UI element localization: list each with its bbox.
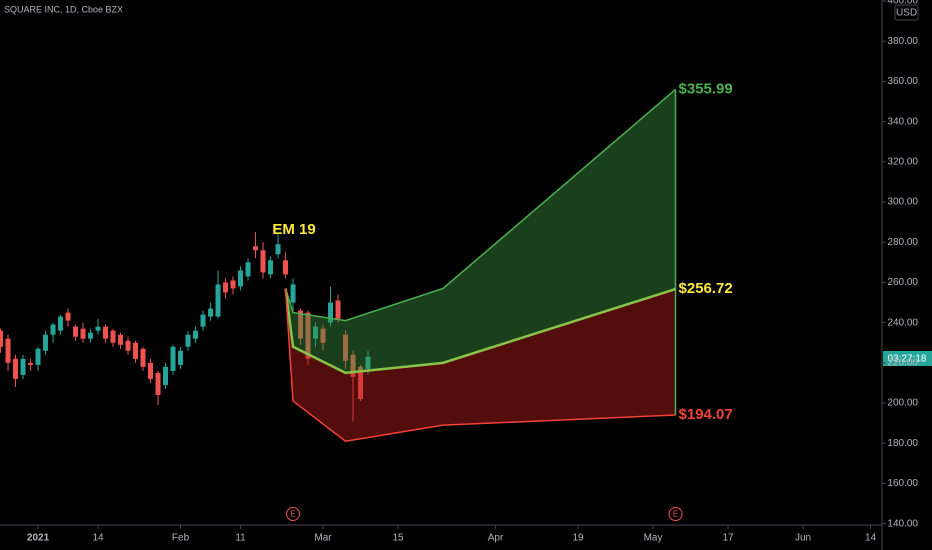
y-tick-label: 140.00 [887, 518, 918, 529]
candle-body [140, 348, 146, 367]
candle-body [208, 308, 214, 317]
x-tick-label: Mar [314, 533, 332, 544]
candle-body [238, 270, 244, 287]
lower-band-fill [285, 288, 676, 442]
candle-body [223, 282, 229, 293]
y-tick-label: 220.00 [887, 357, 918, 368]
candle-body [320, 328, 326, 343]
event-label: E [673, 510, 678, 519]
candle-body [215, 284, 221, 317]
event-marker [286, 507, 301, 521]
y-tick-label: 340.00 [887, 116, 918, 127]
candle-body [268, 260, 274, 275]
plot-area [0, 88, 677, 443]
candle-body [350, 354, 356, 377]
candle-body [230, 280, 236, 289]
currency: USD [896, 8, 917, 19]
candle-body [0, 330, 4, 347]
candle-body [260, 250, 266, 273]
projection-line [284, 88, 677, 322]
candle-body [170, 346, 176, 371]
candle-body [148, 362, 154, 379]
candle-body [178, 350, 184, 365]
x-tick-label: 17 [722, 533, 734, 544]
candle-body [305, 312, 311, 359]
candle-body [73, 326, 79, 337]
event-marker [668, 507, 683, 521]
x-tick-label: Feb [172, 533, 190, 544]
candle-body [253, 246, 259, 251]
chart-title: SQUARE INC, 1D, Cboe BZX [4, 4, 123, 14]
candle-body [185, 334, 191, 347]
candle-body [88, 332, 94, 339]
y-tick-label: 280.00 [887, 237, 918, 248]
projection-line [284, 287, 676, 375]
price-tag [883, 351, 932, 366]
x-tick-label: 2021 [27, 533, 50, 544]
candle-body [20, 358, 26, 375]
candle-body [313, 326, 319, 339]
y-tick-label: 260.00 [887, 277, 918, 288]
y-tick-label: 180.00 [887, 438, 918, 449]
candle-body [50, 324, 56, 335]
candle-body [365, 356, 371, 369]
candle-body [163, 366, 169, 385]
x-tick-label: 19 [572, 533, 584, 544]
y-tick-label: 200.00 [887, 398, 918, 409]
candle-body [13, 358, 19, 379]
candle-body [343, 334, 349, 361]
candle-body [328, 302, 334, 323]
candle-body [275, 244, 281, 255]
candle-body [110, 330, 116, 343]
candle-body [95, 326, 101, 331]
x-tick-label: Apr [488, 533, 504, 544]
y-tick-label: 320.00 [887, 156, 918, 167]
countdown: 03:27:18 [888, 354, 927, 365]
candle-body [35, 348, 41, 365]
candle-body [200, 314, 206, 327]
candle-body [283, 260, 289, 275]
x-tick-label: 15 [392, 533, 404, 544]
candle-body [58, 316, 64, 331]
value-label: $256.72 [679, 280, 733, 297]
x-tick-label: 11 [235, 533, 246, 544]
currency-box [894, 4, 919, 21]
value-label: $355.99 [679, 80, 733, 97]
candle-body [80, 328, 86, 339]
value-label: $194.07 [679, 406, 733, 423]
y-tick-label: 160.00 [887, 478, 918, 489]
candle-body [290, 284, 296, 303]
candle-body [358, 366, 364, 400]
upper-band-fill [285, 89, 676, 373]
candle-body [133, 342, 139, 359]
candle-body [5, 338, 11, 363]
y-tick-label: 300.00 [887, 197, 918, 208]
candle-body [43, 334, 49, 351]
candle-body [118, 334, 124, 345]
x-tick-label: May [644, 533, 663, 544]
y-tick-label: 240.00 [887, 317, 918, 328]
annotation: EM 19 [272, 221, 315, 238]
candle-body [245, 262, 251, 277]
candle-body [155, 372, 161, 396]
x-tick-label: 14 [92, 533, 104, 544]
x-tick-label: 14 [865, 533, 877, 544]
candle-body [298, 310, 304, 339]
y-tick-label: 400.00 [887, 0, 918, 7]
projection-line [284, 288, 676, 443]
candle-body [103, 326, 109, 339]
candle-body [335, 300, 341, 319]
x-tick-label: Jun [795, 533, 811, 544]
y-tick-label: 380.00 [887, 36, 918, 47]
y-tick-label: 360.00 [887, 76, 918, 87]
candle-body [65, 312, 71, 321]
event-label: E [290, 510, 295, 519]
candle-body [125, 340, 131, 351]
candle-body [193, 330, 199, 339]
candle-body [28, 362, 34, 365]
